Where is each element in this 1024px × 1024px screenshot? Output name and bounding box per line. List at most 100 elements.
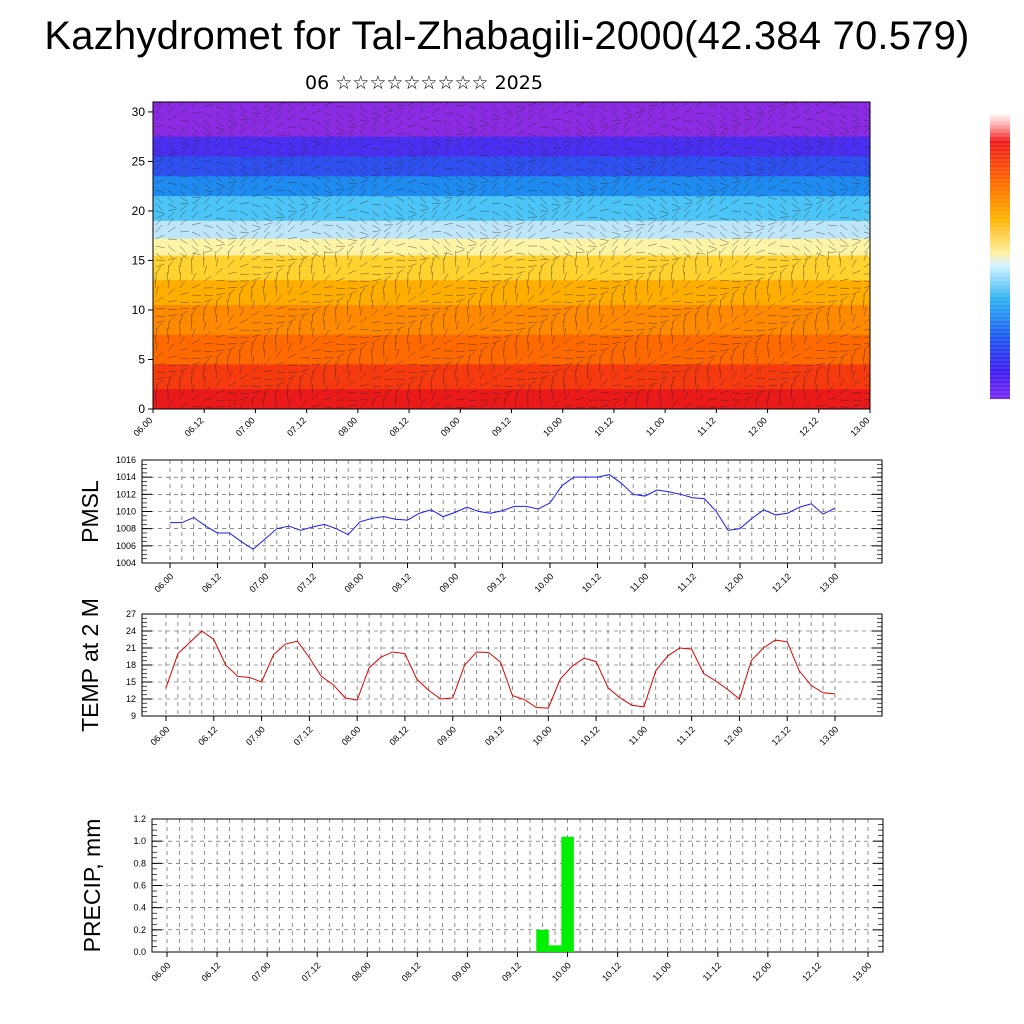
wind-arrow <box>779 286 782 296</box>
wind-arrow <box>455 350 465 353</box>
wind-arrow <box>323 359 332 366</box>
wind-arrow <box>599 184 608 191</box>
wind-arrow <box>551 272 553 282</box>
wind-arrow <box>251 300 256 310</box>
wind-arrow <box>203 238 211 246</box>
wind-arrow <box>791 196 799 204</box>
wind-arrow <box>611 336 621 339</box>
wind-arrow <box>407 189 417 194</box>
wind-arrow <box>551 196 560 204</box>
wind-arrow <box>826 314 829 324</box>
wind-arrow <box>503 385 513 388</box>
wind-arrow <box>395 163 404 170</box>
wind-arrow <box>359 154 369 159</box>
wind-arrow <box>251 203 261 208</box>
wind-arrow <box>623 161 631 169</box>
y-tick-label: 0.4 <box>133 903 146 913</box>
wind-arrow <box>839 388 849 394</box>
wind-arrow <box>371 126 378 135</box>
wind-arrow <box>431 154 438 163</box>
wind-arrow <box>587 126 597 132</box>
wind-arrow <box>346 363 349 373</box>
wind-arrow <box>719 206 729 212</box>
wind-arrow <box>443 304 453 310</box>
wind-arrow <box>574 314 577 324</box>
wind-arrow <box>623 173 633 177</box>
wind-arrow <box>659 147 668 154</box>
wind-arrow <box>227 161 236 168</box>
wind-arrow <box>323 251 326 261</box>
x-tick-label: 07.12 <box>300 960 323 983</box>
wind-arrow <box>251 280 257 289</box>
wind-arrow <box>562 265 565 275</box>
wind-arrow <box>827 157 837 163</box>
wind-arrow <box>310 265 313 275</box>
wind-arrow <box>251 238 258 247</box>
wind-arrow <box>251 154 259 162</box>
wind-arrow <box>383 105 393 110</box>
wind-arrow <box>779 380 788 387</box>
wind-arrow <box>155 140 163 148</box>
wind-arrow <box>623 147 633 151</box>
wind-arrow <box>275 361 285 366</box>
wind-arrow <box>563 200 573 205</box>
wind-arrow <box>671 377 675 387</box>
wind-arrow <box>383 388 393 394</box>
wind-arrow <box>491 246 499 254</box>
wind-arrow <box>575 357 585 359</box>
wind-arrow <box>743 282 752 289</box>
wind-arrow <box>419 335 422 345</box>
wind-arrow <box>287 105 294 114</box>
wind-arrow <box>371 210 380 217</box>
wind-arrow <box>575 385 582 394</box>
wind-arrow <box>155 234 165 240</box>
wind-arrow <box>539 126 549 128</box>
wind-arrow <box>383 257 393 261</box>
wind-arrow <box>551 371 558 380</box>
wind-arrow <box>275 102 285 107</box>
wind-arrow <box>155 371 165 374</box>
wind-arrow <box>827 182 835 190</box>
wind-arrow <box>671 116 681 121</box>
wind-arrow <box>827 307 830 317</box>
wind-arrow <box>551 229 561 233</box>
wind-arrow <box>311 349 321 352</box>
wind-arrow <box>275 384 280 394</box>
wind-arrow <box>311 363 321 366</box>
wind-arrow <box>455 249 465 254</box>
wind-arrow <box>683 357 693 359</box>
wind-arrow <box>491 210 500 216</box>
wind-arrow <box>731 327 741 331</box>
wind-arrow <box>683 370 688 380</box>
wind-arrow <box>827 251 829 261</box>
wind-arrow <box>707 135 716 142</box>
wind-arrow <box>659 320 669 324</box>
wind-arrow <box>179 182 188 189</box>
x-tick-label: 09.12 <box>490 415 513 438</box>
wind-arrow <box>227 127 235 135</box>
wind-arrow <box>803 255 812 261</box>
wind-arrow <box>179 146 189 149</box>
wind-arrow <box>623 286 626 296</box>
wind-arrow <box>791 308 801 310</box>
wind-arrow <box>407 351 415 359</box>
wind-arrow <box>467 390 477 394</box>
wind-arrow <box>778 279 781 289</box>
x-tick-label: 12.12 <box>770 724 793 747</box>
wind-arrow <box>683 108 693 114</box>
wind-arrow <box>407 102 415 107</box>
wind-arrow <box>203 148 211 156</box>
wind-arrow <box>203 196 210 205</box>
wind-arrow <box>827 112 837 117</box>
wind-arrow <box>671 133 679 141</box>
wind-arrow <box>287 154 297 156</box>
wind-arrow <box>347 404 357 408</box>
wind-arrow <box>779 218 787 226</box>
wind-arrow <box>611 168 619 176</box>
wind-arrow <box>191 394 200 401</box>
wind-arrow <box>239 238 246 247</box>
wind-arrow <box>827 175 835 183</box>
wind-arrow <box>323 286 333 289</box>
wind-arrow <box>611 349 614 359</box>
wind-arrow <box>383 154 391 162</box>
